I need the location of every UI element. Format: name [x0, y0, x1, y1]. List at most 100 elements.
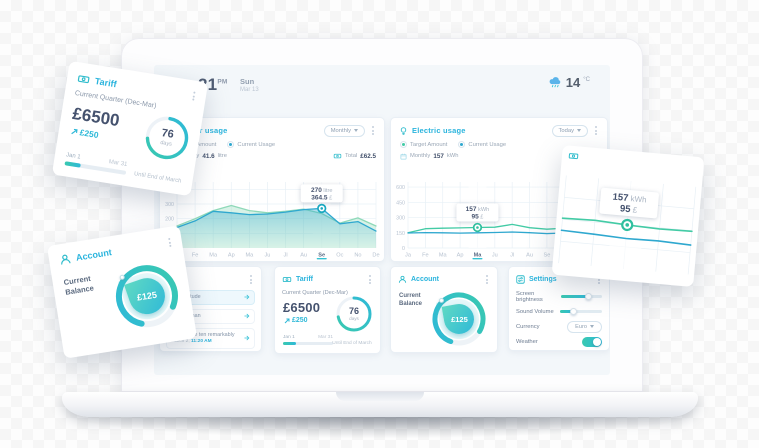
radio-current[interactable] [458, 141, 466, 148]
svg-text:Jl: Jl [510, 253, 514, 259]
volume-slider[interactable] [560, 308, 602, 315]
person-icon [58, 252, 72, 266]
svg-text:157 kWh: 157 kWh [466, 206, 490, 213]
temperature-unit: °C [583, 77, 590, 83]
account-card-title: Account [411, 276, 439, 283]
floating-chart-excerpt-card: 157 kWh 95 £ [551, 145, 705, 287]
currency-label: Currency [516, 323, 540, 330]
weather-widget: 14 °C [548, 76, 590, 89]
tariff-delta: £250 [70, 126, 99, 140]
radio-target[interactable] [400, 141, 407, 148]
svg-text:Au: Au [526, 253, 533, 259]
gauge-knob [439, 298, 444, 303]
svg-text:450: 450 [396, 200, 405, 206]
balance-label: Current Balance [63, 273, 95, 297]
svg-text:95 £: 95 £ [619, 203, 638, 216]
bulb-icon [399, 126, 408, 136]
chevron-down-icon [577, 129, 581, 132]
svg-text:Ju: Ju [264, 253, 270, 259]
svg-text:600: 600 [396, 185, 405, 191]
clock-day: Sun [240, 77, 255, 86]
laptop-base-notch [336, 392, 424, 401]
floating-tariff-card: Tariff Current Quarter (Dec-Mar) £6500 £… [51, 60, 209, 197]
svg-text:Ap: Ap [228, 253, 235, 259]
svg-text:95 £: 95 £ [472, 213, 485, 220]
tariff-until-note: Until End of March [133, 171, 182, 185]
settings-card-title: Settings [529, 276, 557, 283]
water-panel-title: Water usage [181, 126, 228, 135]
svg-text:150: 150 [396, 231, 405, 237]
person-icon [398, 275, 407, 284]
tariff-subtitle: Current Quarter (Dec-Mar) [282, 290, 348, 296]
svg-text:Ja: Ja [405, 253, 412, 259]
water-period-dropdown[interactable]: Monthly [323, 124, 365, 137]
temperature-value: 14 [565, 75, 581, 90]
tariff-days-ring: 76 days [141, 112, 194, 165]
weather-toggle-label: Weather [516, 338, 538, 345]
electric-panel-menu-button[interactable] [592, 124, 600, 137]
tariff-menu-button[interactable] [189, 89, 199, 103]
water-panel-menu-button[interactable] [369, 124, 377, 137]
svg-text:Oc: Oc [336, 253, 343, 259]
svg-text:300: 300 [165, 202, 174, 208]
svg-text:364.5 £: 364.5 £ [311, 194, 333, 201]
chevron-down-icon [354, 129, 358, 132]
tariff-amount: £6500 [283, 300, 321, 315]
svg-text:270 litre: 270 litre [311, 187, 332, 194]
electric-period-dropdown[interactable]: Today [551, 124, 588, 137]
tariff-days-ring: 76 days [335, 295, 373, 333]
svg-text:Fe: Fe [422, 253, 429, 259]
account-menu-button[interactable] [165, 235, 175, 249]
svg-text:Ma: Ma [209, 253, 218, 259]
currency-dropdown[interactable]: Euro [567, 320, 602, 333]
brightness-slider[interactable] [561, 293, 602, 300]
cash-icon [76, 72, 91, 86]
svg-text:300: 300 [396, 216, 405, 222]
tariff-card: Tariff Current Quarter (Dec-Mar) £6500 £… [274, 266, 381, 354]
balance-label: Current Balance [399, 293, 423, 307]
legend-current-usage[interactable]: Current Usage [227, 141, 275, 148]
electric-zoom-chart[interactable]: 157 kWh 95 £ [554, 159, 701, 283]
trend-up-icon [284, 318, 290, 324]
rain-cloud-icon [548, 76, 563, 88]
floating-account-card: Account Current Balance £125 [46, 225, 198, 359]
tariff-progress-bar[interactable] [283, 342, 333, 345]
svg-text:Se: Se [318, 253, 325, 259]
tariff-card-title: Tariff [296, 276, 313, 283]
arrow-right-icon [244, 294, 250, 300]
cash-icon [282, 275, 292, 284]
reminders-menu-button[interactable] [247, 273, 255, 286]
svg-text:Ma: Ma [245, 253, 254, 259]
clock-date-block: Sun Mar 13 [240, 77, 259, 94]
radio-current[interactable] [227, 141, 235, 148]
legend-target-amount[interactable]: Target Amount [400, 141, 447, 148]
arrow-right-icon [244, 335, 250, 341]
tariff-menu-button[interactable] [366, 273, 374, 286]
balance-gauge: £125 [431, 291, 487, 347]
settings-card: Settings Screen brightness Sound Volume … [508, 266, 610, 351]
trend-up-icon [70, 127, 78, 135]
svg-text:Se: Se [543, 253, 550, 259]
account-card: Account Current Balance £125 [390, 266, 498, 353]
balance-gauge: £125 [109, 258, 185, 334]
brightness-label: Screen brightness [516, 290, 543, 303]
svg-text:De: De [372, 253, 379, 259]
account-card-title: Account [75, 246, 113, 263]
svg-text:200: 200 [165, 217, 174, 223]
tariff-delta: £250 [284, 317, 308, 324]
svg-text:Fe: Fe [192, 253, 199, 259]
dashboard-screen: 21PM Sun Mar 13 14 °C Water usage [154, 65, 610, 375]
account-menu-button[interactable] [483, 273, 491, 286]
volume-label: Sound Volume [516, 308, 554, 315]
list-item-timestamp: March 2, 11:20 AM [171, 339, 212, 345]
cash-icon [568, 151, 580, 162]
weather-toggle[interactable] [582, 336, 602, 347]
electric-panel-title: Electric usage [412, 126, 466, 135]
laptop-base [62, 392, 698, 417]
calendar-icon [400, 153, 407, 160]
svg-text:Ma: Ma [474, 253, 483, 259]
legend-current-usage[interactable]: Current Usage [458, 141, 506, 148]
svg-text:No: No [354, 253, 361, 259]
svg-text:Ma: Ma [439, 253, 448, 259]
